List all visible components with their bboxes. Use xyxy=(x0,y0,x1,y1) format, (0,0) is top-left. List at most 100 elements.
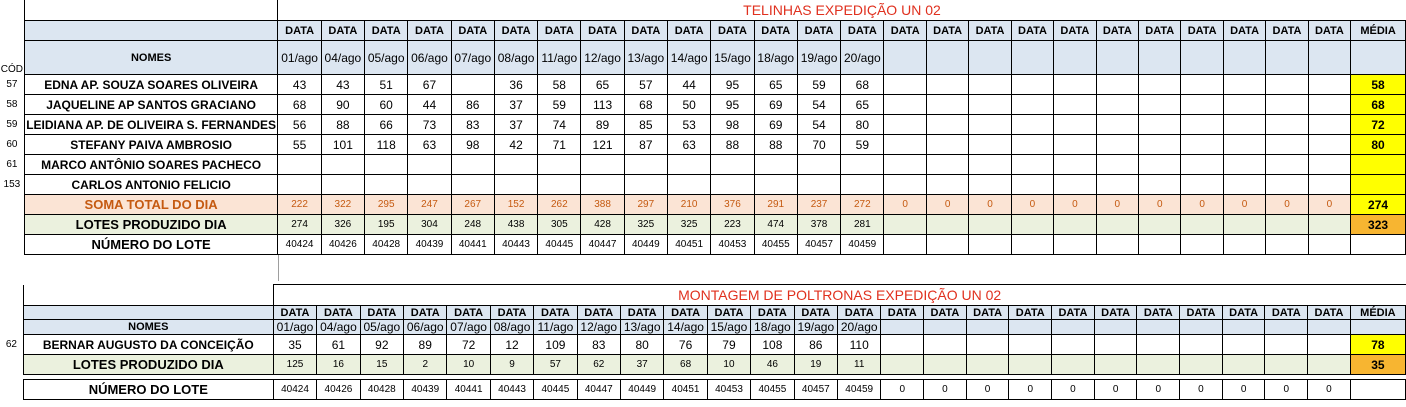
date-header: DATA xyxy=(403,305,448,320)
lotes-label: LOTES PRODUZIDO DIA xyxy=(23,214,279,235)
table-row: 57 EDNA AP. SOUZA SOARES OLIVEIRA 43 43 51 67… xyxy=(0,74,1406,95)
production-value xyxy=(796,174,842,195)
date-value xyxy=(1307,40,1352,75)
lotes-media: 35 xyxy=(1349,354,1406,375)
cod-header: CÓD xyxy=(0,63,24,75)
soma-media: 274 xyxy=(1350,194,1406,215)
production-value: 68 xyxy=(840,74,885,95)
production-value xyxy=(840,174,885,195)
cod-spacer xyxy=(0,0,24,21)
production-value xyxy=(880,334,925,355)
date-value xyxy=(1179,319,1223,335)
production-value: 44 xyxy=(407,94,452,115)
production-value xyxy=(925,94,970,115)
soma-value: 0 xyxy=(1307,194,1352,215)
title-left-blank xyxy=(22,284,274,306)
numero-value: 0 xyxy=(1264,379,1309,400)
numero-value xyxy=(1307,234,1352,255)
numero-value: 40441 xyxy=(446,379,491,400)
date-header: DATA xyxy=(925,20,970,41)
production-value: 98 xyxy=(450,134,495,155)
date-header: DATA xyxy=(320,20,366,41)
date-value: 04/ago xyxy=(320,40,366,75)
date-header: DATA xyxy=(840,20,885,41)
production-value xyxy=(753,174,798,195)
production-value xyxy=(1180,174,1224,195)
soma-value: 262 xyxy=(537,194,582,215)
production-value: 43 xyxy=(320,74,366,95)
numero-value: 40459 xyxy=(840,234,885,255)
production-value xyxy=(1180,114,1224,135)
production-value xyxy=(277,154,322,175)
date-header: DATA xyxy=(923,305,967,320)
date-header: DATA xyxy=(706,305,752,320)
date-header: DATA xyxy=(493,20,539,41)
lotes-value: 474 xyxy=(753,214,798,235)
production-value xyxy=(493,174,539,195)
production-value: 65 xyxy=(753,74,798,95)
date-header: DATA xyxy=(965,305,1010,320)
date-value: 05/ago xyxy=(364,40,409,75)
date-value xyxy=(965,319,1010,335)
production-value: 70 xyxy=(796,134,842,155)
production-value: 59 xyxy=(840,134,885,155)
production-value: 59 xyxy=(537,94,582,115)
date-value: 07/ago xyxy=(446,319,491,335)
numero-value xyxy=(1010,234,1055,255)
numero-value: 40443 xyxy=(489,379,535,400)
cod-spacer xyxy=(0,380,23,400)
lotes-value: 428 xyxy=(580,214,625,235)
media-value: 68 xyxy=(1350,94,1406,115)
production-value xyxy=(1138,114,1182,135)
table-row: 61 MARCO ANTÔNIO SOARES PACHECO xyxy=(0,154,1406,175)
production-value: 88 xyxy=(710,134,755,155)
production-value xyxy=(1010,174,1055,195)
production-value: 98 xyxy=(710,114,755,135)
date-value xyxy=(880,319,925,335)
cod-spacer xyxy=(0,320,23,335)
soma-value: 0 xyxy=(1010,194,1055,215)
production-value: 44 xyxy=(666,74,712,95)
date-header: DATA xyxy=(750,305,795,320)
telinhas-table: TELINHAS EXPEDIÇÃO UN 02 DATA DATA DATA DATA… xyxy=(0,0,1406,255)
date-header: DATA xyxy=(793,305,839,320)
numero-label: NÚMERO DO LOTE xyxy=(23,234,279,255)
table-row: 59 LEIDIANA AP. DE OLIVEIRA S. FERNANDES 5… xyxy=(0,114,1406,135)
production-value: 95 xyxy=(710,74,755,95)
date-header: DATA xyxy=(1180,20,1224,41)
production-value: 54 xyxy=(796,94,842,115)
soma-value: 0 xyxy=(1095,194,1140,215)
production-value xyxy=(277,174,322,195)
production-value: 37 xyxy=(493,114,539,135)
production-value xyxy=(1307,74,1352,95)
employee-name: STEFANY PAIVA AMBROSIO xyxy=(23,134,279,155)
date-header: DATA xyxy=(277,20,322,41)
date-header: DATA xyxy=(533,305,578,320)
lotes-value: 304 xyxy=(407,214,452,235)
production-value xyxy=(450,174,495,195)
date-value: 15/ago xyxy=(710,40,755,75)
date-header: DATA xyxy=(1053,20,1097,41)
production-value xyxy=(1264,334,1309,355)
production-value: 42 xyxy=(493,134,539,155)
table-row: NOMES 01/ago 04/ago 05/ago 06/ago 07/ago 08/ag… xyxy=(0,319,1406,335)
media-value: 80 xyxy=(1350,134,1406,155)
lotes-value xyxy=(1180,214,1224,235)
lotes-value: 125 xyxy=(272,354,318,375)
table-row: 153 CARLOS ANTONIO FELICIO xyxy=(0,174,1406,195)
production-value: 86 xyxy=(450,94,495,115)
production-value xyxy=(1093,334,1138,355)
numero-value xyxy=(1222,234,1267,255)
soma-value: 0 xyxy=(1138,194,1182,215)
production-value xyxy=(968,154,1012,175)
soma-value: 0 xyxy=(925,194,970,215)
media-value: 78 xyxy=(1349,334,1406,355)
production-value xyxy=(1180,134,1224,155)
production-value: 63 xyxy=(666,134,712,155)
lotes-value: 248 xyxy=(450,214,495,235)
lotes-value: 11 xyxy=(836,354,882,375)
lotes-value xyxy=(1265,214,1309,235)
media-value xyxy=(1350,154,1406,175)
production-value xyxy=(1051,334,1095,355)
numero-value: 0 xyxy=(1008,379,1053,400)
